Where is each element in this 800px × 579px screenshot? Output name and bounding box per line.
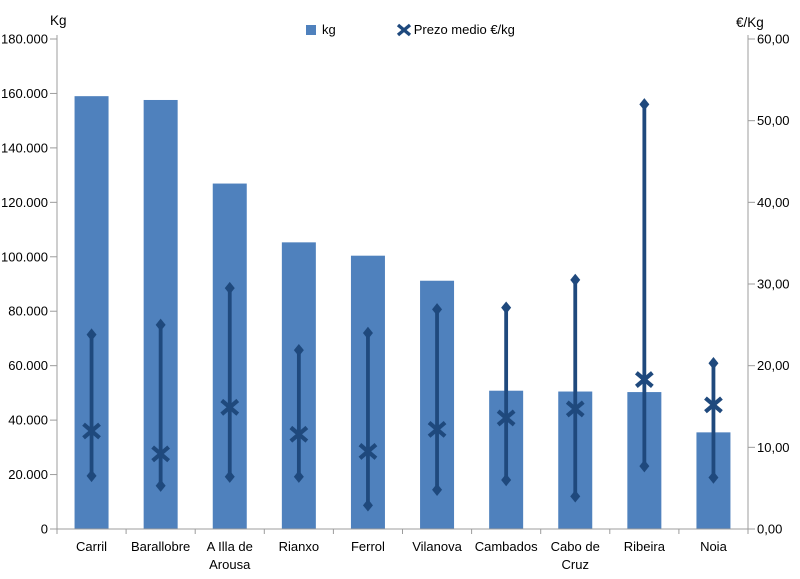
max-diamond-icon xyxy=(155,318,166,332)
whisker-vilanova xyxy=(427,303,447,496)
right-axis-tick-label: 40,00 xyxy=(757,195,790,210)
left-axis-tick-label: 80.000 xyxy=(8,304,48,319)
legend-label-kg: kg xyxy=(322,22,336,37)
x-marker-icon xyxy=(396,23,411,36)
min-diamond-icon xyxy=(432,483,443,496)
whisker-ferrol xyxy=(358,326,378,512)
category-label-ferrol: Ferrol xyxy=(351,539,385,554)
min-diamond-icon xyxy=(293,470,304,483)
mean-x-marker-icon xyxy=(634,371,654,388)
min-diamond-icon xyxy=(639,459,650,473)
bar-series-swatch-icon xyxy=(306,24,316,35)
max-diamond-icon xyxy=(708,357,719,370)
max-diamond-icon xyxy=(432,303,443,316)
category-label-vilanova: Vilanova xyxy=(412,539,462,554)
category-label-cabo-de-cruz: Cruz xyxy=(562,557,589,572)
category-label-barallobre: Barallobre xyxy=(131,539,190,554)
category-label-a-illa-de-arousa: Arousa xyxy=(209,557,251,572)
right-axis-tick-label: 20,00 xyxy=(757,358,790,373)
max-diamond-icon xyxy=(293,343,304,357)
min-diamond-icon xyxy=(708,471,719,484)
whisker-rianxo xyxy=(289,343,309,483)
min-diamond-icon xyxy=(501,473,512,487)
min-diamond-icon xyxy=(224,470,235,483)
legend-item-price: Prezo medio €/kg xyxy=(396,22,515,37)
right-axis-title: €/Kg xyxy=(736,15,764,30)
min-diamond-icon xyxy=(362,499,373,512)
whisker-noia xyxy=(704,357,723,484)
right-axis-tick-label: 30,00 xyxy=(757,277,790,292)
whisker-a-illa-de-arousa xyxy=(220,281,240,483)
left-axis-tick-label: 60.000 xyxy=(8,358,48,373)
whisker-cambados xyxy=(496,301,516,487)
max-diamond-icon xyxy=(639,98,650,111)
left-axis-tick-label: 160.000 xyxy=(1,86,48,101)
max-diamond-icon xyxy=(570,273,581,287)
mean-x-marker-icon xyxy=(151,445,171,463)
category-label-cabo-de-cruz: Cabo de xyxy=(551,539,600,554)
min-diamond-icon xyxy=(570,490,581,503)
right-axis-tick-label: 10,00 xyxy=(757,440,790,455)
left-axis-tick-label: 100.000 xyxy=(1,249,48,264)
min-diamond-icon xyxy=(155,479,166,492)
category-label-carril: Carril xyxy=(76,539,107,554)
min-diamond-icon xyxy=(86,469,97,483)
left-axis-tick-label: 140.000 xyxy=(1,140,48,155)
left-axis-tick-label: 20.000 xyxy=(8,467,48,482)
mean-x-marker-icon xyxy=(358,443,378,460)
mean-x-marker-icon xyxy=(82,422,101,440)
mean-x-marker-icon xyxy=(565,400,585,418)
right-axis-tick-label: 60,00 xyxy=(757,32,790,47)
mean-x-marker-icon xyxy=(704,396,723,414)
whisker-cabo-de-cruz xyxy=(565,273,585,503)
mean-x-marker-icon xyxy=(289,425,309,443)
mean-x-marker-icon xyxy=(220,398,240,416)
mean-x-marker-icon xyxy=(496,409,516,427)
category-label-cambados: Cambados xyxy=(475,539,538,554)
left-axis-tick-label: 180.000 xyxy=(1,32,48,47)
max-diamond-icon xyxy=(362,326,373,340)
legend: kg Prezo medio €/kg xyxy=(306,22,515,37)
left-axis-tick-label: 0 xyxy=(41,522,48,537)
left-axis-tick-label: 120.000 xyxy=(1,195,48,210)
left-axis-title: Kg xyxy=(50,13,67,28)
max-diamond-icon xyxy=(501,301,512,314)
mean-x-marker-icon xyxy=(427,420,447,438)
category-label-noia: Noia xyxy=(700,539,728,554)
category-label-ribeira: Ribeira xyxy=(624,539,666,554)
left-axis-tick-label: 40.000 xyxy=(8,413,48,428)
right-axis-tick-label: 0,00 xyxy=(757,522,782,537)
max-diamond-icon xyxy=(86,328,97,341)
legend-label-price: Prezo medio €/kg xyxy=(413,22,515,37)
category-label-a-illa-de-arousa: A Illa de xyxy=(207,539,253,554)
right-axis-tick-label: 50,00 xyxy=(757,113,790,128)
whisker-ribeira xyxy=(634,98,654,473)
category-label-rianxo: Rianxo xyxy=(279,539,319,554)
whisker-barallobre xyxy=(151,318,171,492)
whisker-carril xyxy=(82,328,101,483)
max-diamond-icon xyxy=(224,281,235,295)
legend-item-kg: kg xyxy=(306,22,336,37)
